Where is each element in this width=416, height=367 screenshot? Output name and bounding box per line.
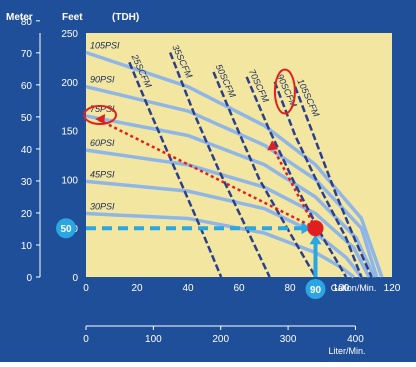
feet-axis-title: Feet <box>62 12 83 23</box>
red-arrow-to-psi <box>98 118 317 230</box>
lpm-tick-label: 300 <box>280 334 297 345</box>
meter-tick-label: 10 <box>21 241 33 252</box>
air-curve-50scfm <box>212 71 317 278</box>
pressure-curve-label: 45PSI <box>90 169 115 179</box>
pressure-curve-60psi <box>85 148 371 278</box>
tdh-label: (TDH) <box>112 12 139 23</box>
circled-psi-label <box>83 104 118 125</box>
meter-tick-label: 20 <box>21 209 33 220</box>
flow-callout-label: 90 <box>310 285 322 296</box>
air-curve-25scfm <box>128 61 223 278</box>
gpm-tick-label: 100 <box>333 283 350 294</box>
flow-callout-badge <box>305 279 326 299</box>
meter-tick-label: 40 <box>21 145 33 156</box>
red-arrowhead-psi <box>95 113 106 124</box>
feet-tick-label: 0 <box>72 273 78 284</box>
flow-guide-arrow <box>309 234 322 245</box>
head-guide-arrow <box>301 222 312 235</box>
gpm-axis-label: Gallon/Min. <box>331 283 377 293</box>
meter-tick-label: 50 <box>21 113 33 124</box>
pressure-curve-45psi <box>85 179 363 279</box>
air-curve-105scfm <box>293 86 373 278</box>
feet-tick-label: 200 <box>61 78 78 89</box>
feet-tick-label: 150 <box>61 127 78 138</box>
gpm-tick-label: 40 <box>182 283 194 294</box>
meter-axis-title: Meter <box>6 12 33 23</box>
gpm-tick-label: 80 <box>284 283 296 294</box>
meter-tick-label: 70 <box>21 49 33 60</box>
pressure-curve-30psi <box>85 211 355 279</box>
gpm-tick-label: 60 <box>233 283 245 294</box>
head-callout-badge <box>56 218 76 239</box>
lpm-tick-label: 400 <box>347 334 364 345</box>
pressure-curve-label: 60PSI <box>90 138 115 148</box>
meter-tick-label: 80 <box>21 17 33 28</box>
lpm-tick-label: 200 <box>212 334 229 345</box>
gpm-tick-label: 0 <box>83 283 89 294</box>
meter-tick-label: 0 <box>26 273 32 284</box>
pressure-curve-label: 90PSI <box>90 75 115 85</box>
gpm-tick-label: 20 <box>131 283 143 294</box>
circled-scfm-label <box>273 68 296 115</box>
feet-tick-label: 250 <box>61 29 78 40</box>
pressure-curve-75psi <box>85 114 376 278</box>
operating-point <box>307 220 324 237</box>
meter-tick-label: 30 <box>21 177 33 188</box>
pressure-curve-105psi <box>85 50 384 278</box>
meter-tick-label: 60 <box>21 81 33 92</box>
feet-tick-label: 100 <box>61 175 78 186</box>
lpm-axis-label: Liter/Min. <box>329 346 366 356</box>
lpm-tick-label: 100 <box>145 334 162 345</box>
pressure-curve-label: 105PSI <box>90 41 120 51</box>
pressure-curve-label: 75PSI <box>90 104 115 114</box>
lpm-tick-label: 0 <box>83 334 89 345</box>
red-arrowhead-scfm <box>267 140 279 151</box>
head-callout-label: 50 <box>60 224 72 235</box>
air-curve-35scfm <box>168 52 271 278</box>
air-curve-90scfm <box>273 81 363 278</box>
pressure-curve-90psi <box>85 84 379 278</box>
air-curve-70scfm <box>245 76 348 278</box>
pressure-curve-label: 30PSI <box>90 202 115 212</box>
gpm-tick-label: 120 <box>384 283 401 294</box>
